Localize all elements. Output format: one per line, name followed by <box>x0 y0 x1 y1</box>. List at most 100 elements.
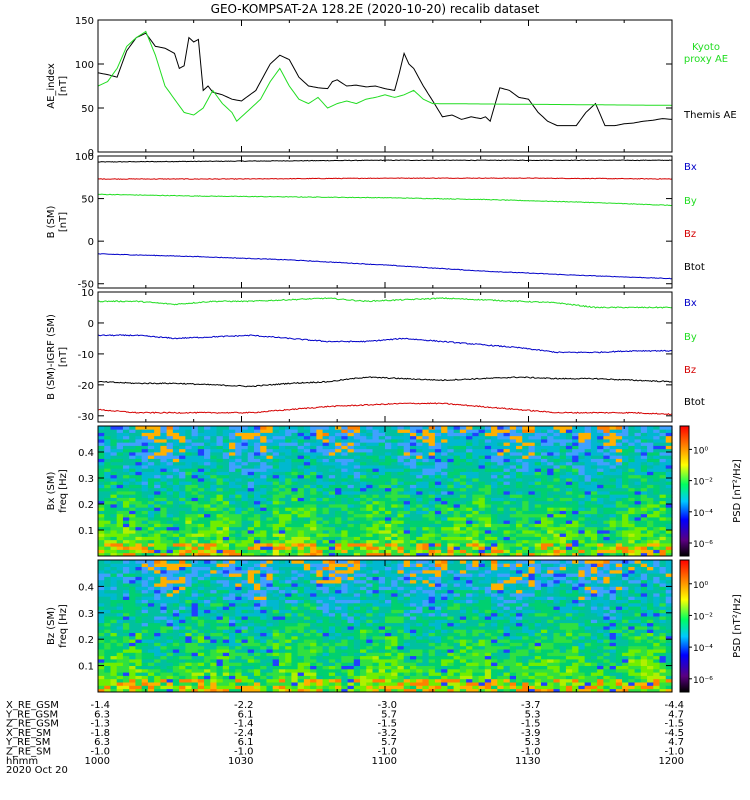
bx_spec-cell <box>266 507 274 511</box>
bx_spec-cell <box>634 435 642 440</box>
bx_spec-cell <box>104 445 112 450</box>
bz_spec-cell <box>241 609 249 614</box>
bz_spec-cell <box>166 682 174 686</box>
bx_spec-cell <box>216 520 224 524</box>
bx_spec-cell <box>397 530 405 534</box>
bx_spec-cell <box>253 471 261 476</box>
bx_spec-cell <box>241 426 249 430</box>
bx_spec-cell <box>466 549 473 554</box>
bz_spec-cell <box>229 579 236 584</box>
bx_spec-cell <box>185 497 193 502</box>
bz_spec-cell <box>179 576 186 581</box>
bz_spec-cell <box>122 612 130 617</box>
bx_spec-cell <box>528 543 536 547</box>
bx_spec-cell <box>154 448 161 453</box>
bx_spec-cell <box>653 517 661 521</box>
bx_spec-cell <box>172 452 180 456</box>
bx_spec-cell <box>447 445 455 450</box>
bx_spec-cell <box>347 439 355 443</box>
bx_spec-cell <box>247 465 255 469</box>
bx_spec-cell <box>260 543 268 547</box>
bz_spec-cell <box>235 675 243 680</box>
bx_spec-cell <box>516 474 523 479</box>
bx_spec-cell <box>210 536 218 541</box>
bx_spec-cell <box>366 474 374 479</box>
bx_spec-cell <box>360 471 367 476</box>
bz_spec-cell <box>210 563 218 567</box>
bz_spec-cell <box>166 586 174 591</box>
bx_spec-cell <box>303 468 311 472</box>
bx_spec-cell <box>372 536 380 541</box>
bx_spec-cell <box>428 526 436 531</box>
bx_spec-cell <box>534 539 542 544</box>
bz_spec-cell <box>98 655 105 660</box>
bx_spec-cell <box>285 533 293 537</box>
bx_spec-cell <box>559 439 567 443</box>
bx_spec-cell <box>565 439 573 443</box>
bz_spec-cell <box>110 642 118 647</box>
bx_spec-cell <box>503 533 511 537</box>
bx_spec-cell <box>129 510 137 515</box>
bx_spec-cell <box>434 445 442 450</box>
bx_spec-cell <box>129 500 137 505</box>
bz_spec-cell <box>104 576 112 581</box>
bz_spec-cell <box>172 563 180 567</box>
bz_spec-cell <box>253 586 261 591</box>
bx_spec-cell <box>466 546 473 550</box>
bx_spec-cell <box>285 461 293 466</box>
bx_spec-cell <box>285 478 293 482</box>
bx_spec-cell <box>197 452 205 456</box>
bz_spec-cell <box>191 599 199 604</box>
bx_spec-cell <box>459 429 467 433</box>
bx_spec-cell <box>116 478 124 482</box>
bz_spec-cell <box>98 563 105 567</box>
bx_spec-cell <box>210 526 218 531</box>
bx_spec-cell <box>603 507 611 511</box>
bx_spec-cell <box>609 471 617 476</box>
bx_spec-cell <box>559 435 567 440</box>
bx_spec-cell <box>447 429 455 433</box>
bx_spec-cell <box>366 426 374 430</box>
bx_spec-cell <box>247 500 255 505</box>
bz_spec-cell <box>141 629 149 633</box>
bx_spec-cell <box>135 494 143 498</box>
bx_spec-cell <box>553 445 561 450</box>
bx_spec-cell <box>154 478 161 482</box>
bx_spec-cell <box>391 523 399 528</box>
bx_spec-cell <box>453 435 461 440</box>
bx_spec-cell <box>104 517 112 521</box>
bz_spec-cell <box>160 579 168 584</box>
bx_spec-cell <box>310 497 317 502</box>
bx_spec-cell <box>491 523 498 528</box>
bx_spec-cell <box>335 478 342 482</box>
bz_spec-cell <box>147 622 155 627</box>
bx_spec-cell <box>316 497 324 502</box>
bx_spec-cell <box>584 448 592 453</box>
bz_spec-cell <box>116 599 124 604</box>
bx_spec-cell <box>135 439 143 443</box>
bx_spec-cell <box>491 429 498 433</box>
bz_spec-cell <box>154 563 161 567</box>
bx_spec-cell <box>247 526 255 531</box>
bx_spec-cell <box>166 455 174 459</box>
bx_spec-cell <box>98 481 105 485</box>
bigrf-frame <box>97 291 673 423</box>
bz_spec-cell <box>229 678 236 683</box>
bz_spec-cell <box>154 586 161 591</box>
bx_spec-cell <box>522 526 530 531</box>
bx_spec-cell <box>534 530 542 534</box>
bx_spec-cell <box>147 539 155 544</box>
bx_spec-cell <box>597 435 604 440</box>
bx_spec-cell <box>559 517 567 521</box>
bx_spec-cell <box>603 500 611 505</box>
bx_spec-cell <box>409 455 417 459</box>
bx_spec-cell <box>104 465 112 469</box>
bx_spec-cell <box>110 546 118 550</box>
bx_spec-cell <box>565 455 573 459</box>
bz_spec-cell <box>166 579 174 584</box>
bz_spec-cell <box>110 635 118 640</box>
bz_spec-cell <box>253 596 261 600</box>
bx_spec-cell <box>291 452 299 456</box>
bx_spec-cell <box>260 432 268 437</box>
bx_spec-cell <box>665 517 673 521</box>
